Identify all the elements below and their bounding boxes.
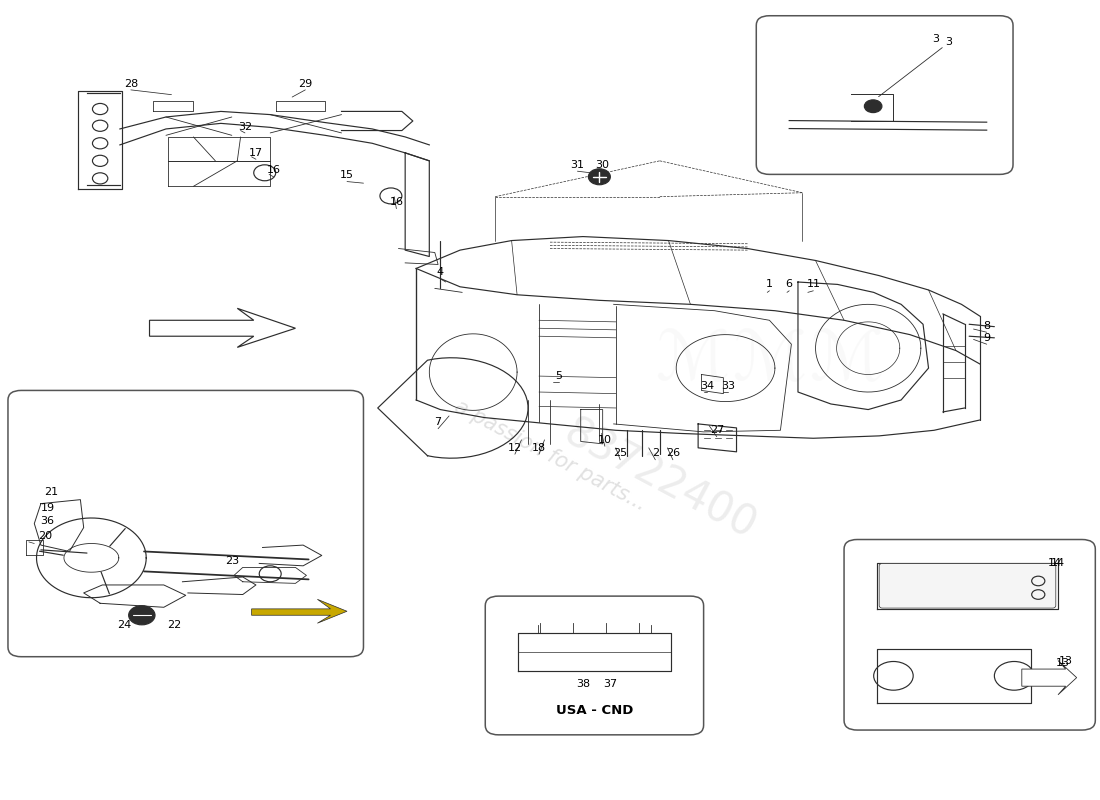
Text: 13: 13 xyxy=(1055,658,1069,668)
FancyBboxPatch shape xyxy=(485,596,704,735)
Text: 27: 27 xyxy=(710,426,724,435)
Polygon shape xyxy=(150,308,296,347)
Text: 33: 33 xyxy=(720,381,735,390)
Circle shape xyxy=(129,606,155,625)
Text: 14: 14 xyxy=(1050,558,1065,569)
Text: ℳ: ℳ xyxy=(733,326,806,394)
Text: 9: 9 xyxy=(983,333,990,343)
Text: 32: 32 xyxy=(238,122,252,131)
Text: 22: 22 xyxy=(167,620,182,630)
Text: a passion for parts...: a passion for parts... xyxy=(451,397,649,515)
Text: 14: 14 xyxy=(1047,558,1062,569)
Text: 31: 31 xyxy=(571,160,584,170)
Text: ℳ: ℳ xyxy=(810,326,883,394)
Text: 8: 8 xyxy=(983,321,990,331)
Polygon shape xyxy=(252,599,346,623)
Circle shape xyxy=(865,100,882,113)
Circle shape xyxy=(588,169,610,185)
FancyBboxPatch shape xyxy=(8,390,363,657)
Text: 6: 6 xyxy=(785,279,793,290)
Text: 25: 25 xyxy=(613,449,627,458)
Text: 5: 5 xyxy=(556,371,562,381)
Text: 20: 20 xyxy=(39,530,53,541)
FancyBboxPatch shape xyxy=(757,16,1013,174)
Text: ℳ: ℳ xyxy=(656,326,729,394)
Text: 15: 15 xyxy=(340,170,354,180)
Text: 37: 37 xyxy=(603,679,617,689)
FancyBboxPatch shape xyxy=(844,539,1096,730)
Text: 16: 16 xyxy=(389,198,404,207)
Text: USA - CND: USA - CND xyxy=(556,705,634,718)
Text: 36: 36 xyxy=(41,516,55,526)
Text: 28: 28 xyxy=(123,78,138,89)
Text: 1: 1 xyxy=(766,279,773,290)
Text: 11: 11 xyxy=(806,279,821,290)
Text: 4: 4 xyxy=(437,267,443,278)
Text: 23: 23 xyxy=(224,556,239,566)
Text: 3: 3 xyxy=(932,34,938,44)
Text: 7: 7 xyxy=(434,418,441,427)
Text: 16: 16 xyxy=(266,166,280,175)
Text: 38: 38 xyxy=(576,679,590,689)
Text: 21: 21 xyxy=(44,486,58,497)
Text: 3: 3 xyxy=(946,37,953,47)
Text: 18: 18 xyxy=(532,443,546,453)
Text: 30: 30 xyxy=(596,160,609,170)
Text: 17: 17 xyxy=(249,148,263,158)
Text: 83722400: 83722400 xyxy=(557,411,763,548)
Text: 26: 26 xyxy=(666,449,680,458)
Polygon shape xyxy=(1022,661,1077,694)
Text: 2: 2 xyxy=(652,449,659,458)
Text: 12: 12 xyxy=(508,443,522,453)
Text: 19: 19 xyxy=(41,502,55,513)
Text: 10: 10 xyxy=(598,435,612,445)
FancyBboxPatch shape xyxy=(879,563,1056,608)
Text: 24: 24 xyxy=(118,620,131,630)
Text: 29: 29 xyxy=(298,78,312,89)
Text: 13: 13 xyxy=(1058,656,1072,666)
Text: 34: 34 xyxy=(700,381,714,390)
